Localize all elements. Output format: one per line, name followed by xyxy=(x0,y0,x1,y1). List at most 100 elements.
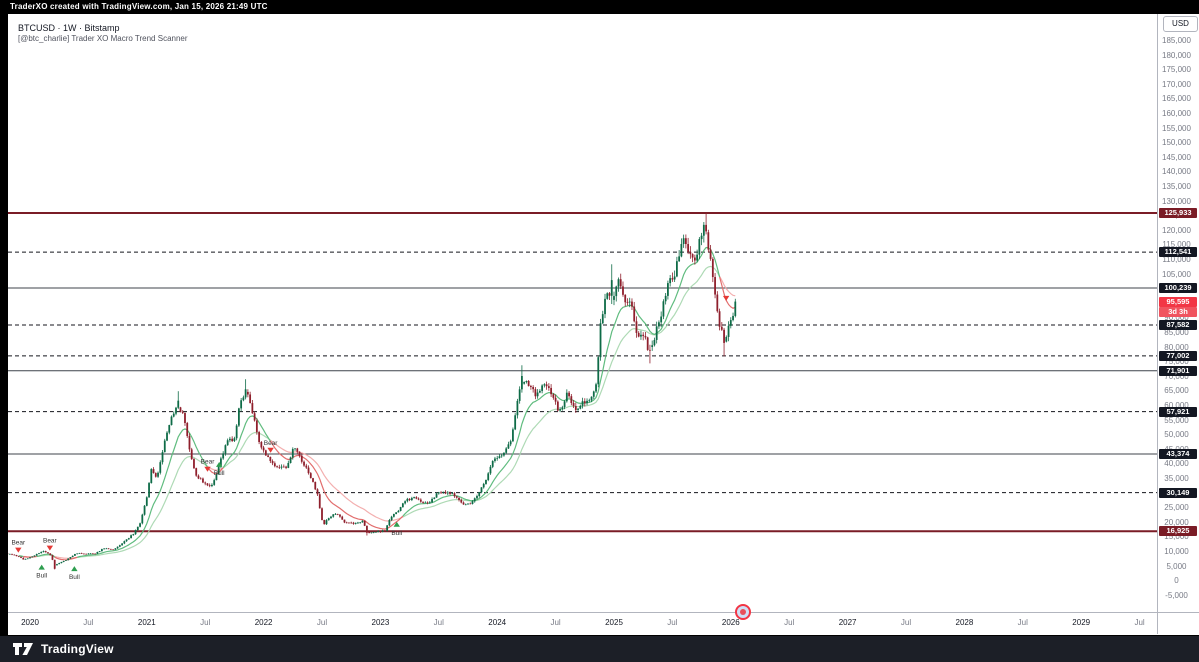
axis-separator-vertical xyxy=(1157,14,1158,634)
price-tick-label: 180,000 xyxy=(1162,50,1191,60)
price-level-chip: 112,541 xyxy=(1159,247,1197,258)
ema-line xyxy=(269,439,404,522)
time-tick-label: Jul xyxy=(1017,618,1028,627)
bear-signal-icon xyxy=(15,547,22,553)
ema-line xyxy=(77,456,208,558)
price-tick-label: 5,000 xyxy=(1166,561,1187,571)
bear-signal-label: Bear xyxy=(11,540,26,547)
price-tick-label: -5,000 xyxy=(1165,590,1188,600)
time-tick-label: Jul xyxy=(316,618,328,627)
ema-line xyxy=(402,265,721,518)
bear-signal-icon xyxy=(46,545,54,551)
price-tick-label: 135,000 xyxy=(1162,181,1191,191)
price-tick-label: 165,000 xyxy=(1162,94,1191,104)
price-tick-label: 115,000 xyxy=(1162,240,1191,250)
bull-signal-label: Bull xyxy=(391,530,402,537)
bull-signal-label: Bull xyxy=(69,574,80,581)
ema-line xyxy=(36,553,56,558)
ema-line xyxy=(206,466,224,475)
bear-signal-label: Bear xyxy=(264,440,279,447)
price-tick-label: 75,000 xyxy=(1164,357,1189,367)
ema-line xyxy=(719,276,736,297)
current-bar-marker-icon[interactable] xyxy=(735,604,751,620)
time-tick-label: 2028 xyxy=(955,618,974,627)
ema-line xyxy=(54,556,78,561)
price-level-chip: 100,239 xyxy=(1159,283,1197,293)
indicator-title[interactable]: [@btc_charlie] Trader XO Macro Trend Sca… xyxy=(18,34,188,43)
time-tick-label: 2020 xyxy=(21,618,39,627)
price-tick-label: 155,000 xyxy=(1162,123,1191,133)
bear-signal-label: Bear xyxy=(201,459,216,466)
price-level-chip: 43,374 xyxy=(1159,449,1197,460)
footer-bar: TradingView xyxy=(0,636,1199,662)
symbol-title[interactable]: BTCUSD · 1W · Bitstamp xyxy=(18,23,120,33)
price-tick-label: 65,000 xyxy=(1164,386,1189,396)
price-level-chip: 57,921 xyxy=(1159,406,1197,417)
time-tick-label: 2026 xyxy=(721,618,740,627)
time-tick-label: Jul xyxy=(83,618,94,627)
price-tick-label: 170,000 xyxy=(1162,79,1191,89)
time-tick-label: 2029 xyxy=(1072,618,1091,627)
bull-signal-label: Bull xyxy=(214,470,225,477)
bar-countdown-chip: 3d 3h xyxy=(1159,307,1197,318)
price-level-chip: 125,933 xyxy=(1159,207,1197,218)
price-tick-label: 175,000 xyxy=(1162,65,1191,75)
price-tick-label: 15,000 xyxy=(1164,532,1189,542)
bear-signal-icon xyxy=(722,295,730,301)
price-tick-label: 110,000 xyxy=(1162,254,1191,264)
bull-signal-icon xyxy=(38,564,45,570)
time-axis[interactable]: 2020 Jul 2021 Jul 2022 Jul 2023 Jul 2024 Jul 2025 J… xyxy=(8,613,1157,635)
price-tick-label: 85,000 xyxy=(1164,327,1189,337)
price-tick-label: 25,000 xyxy=(1164,503,1189,513)
ema-line xyxy=(222,415,271,469)
price-tick-label: 185,000 xyxy=(1162,35,1191,45)
axis-separator-horizontal xyxy=(8,612,1199,613)
price-tick-label: 160,000 xyxy=(1162,108,1191,118)
bull-signal-icon xyxy=(216,461,223,467)
bull-signal-icon xyxy=(71,566,78,572)
ema-line xyxy=(77,428,208,558)
current-price-chip: 95,595 xyxy=(1159,296,1197,307)
bull-signal-icon xyxy=(393,521,400,527)
candles-group xyxy=(8,212,737,570)
price-tick-label: 20,000 xyxy=(1164,517,1189,527)
currency-unit-button[interactable]: USD xyxy=(1163,16,1198,32)
time-tick-label: Jul xyxy=(1134,618,1145,627)
price-level-chip: 87,582 xyxy=(1159,319,1197,330)
price-tick-label: 70,000 xyxy=(1164,371,1189,381)
marker-dot xyxy=(740,609,746,615)
tradingview-logo-icon[interactable] xyxy=(12,642,34,656)
bull-signal-label: Bull xyxy=(36,573,47,580)
time-tick-label: 2022 xyxy=(254,618,273,627)
attribution-bar: TraderXO created with TradingView.com, J… xyxy=(10,2,268,11)
price-tick-label: 35,000 xyxy=(1164,473,1189,483)
price-level-chip: 30,149 xyxy=(1159,487,1197,498)
time-tick-label: Jul xyxy=(433,618,444,627)
ema-line xyxy=(719,276,736,309)
ema-line xyxy=(207,465,224,471)
chart-legend: BTCUSD · 1W · Bitstamp [@btc_charlie] Tr… xyxy=(18,23,188,44)
price-tick-label: 105,000 xyxy=(1162,269,1191,279)
price-tick-label: 120,000 xyxy=(1162,225,1191,235)
tradingview-brand-text[interactable]: TradingView xyxy=(41,642,114,656)
price-tick-label: 50,000 xyxy=(1164,430,1189,440)
time-tick-label: Jul xyxy=(200,618,211,627)
price-tick-label: 0 xyxy=(1174,576,1179,586)
price-tick-label: 80,000 xyxy=(1164,342,1189,352)
price-tick-label: 130,000 xyxy=(1162,196,1191,206)
time-tick-label: Jul xyxy=(900,618,912,627)
price-level-chip: 16,925 xyxy=(1159,526,1197,537)
bear-signal-icon xyxy=(267,447,274,453)
time-tick-label: Jul xyxy=(667,618,678,627)
price-tick-label: 60,000 xyxy=(1164,400,1189,410)
ema-line xyxy=(23,555,37,558)
ema-line xyxy=(222,431,271,469)
time-tick-label: Jul xyxy=(550,618,561,627)
price-level-chip: 77,002 xyxy=(1159,350,1197,361)
price-tick-label: 145,000 xyxy=(1162,152,1191,162)
ema-line xyxy=(18,555,24,558)
bear-signal-icon xyxy=(204,466,211,472)
time-tick-label: 2023 xyxy=(371,618,390,627)
time-tick-label: 2025 xyxy=(605,618,623,627)
